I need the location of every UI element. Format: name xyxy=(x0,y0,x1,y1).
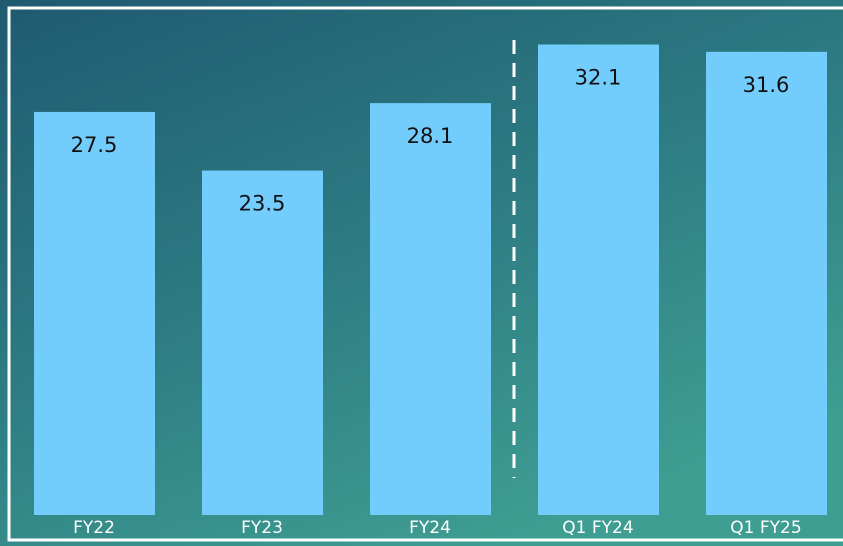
bar xyxy=(34,112,155,515)
value-label: 27.5 xyxy=(71,133,118,157)
x-tick-label: FY22 xyxy=(73,518,115,538)
value-label: 31.6 xyxy=(743,73,790,97)
chart: 27.5 FY22 23.5 FY23 28.1 FY24 32.1 Q1 FY24 31.6 Q… xyxy=(0,0,843,546)
value-label: 32.1 xyxy=(575,66,622,90)
bar xyxy=(538,45,659,515)
value-label: 28.1 xyxy=(407,124,454,148)
bar xyxy=(706,52,827,515)
value-label: 23.5 xyxy=(239,192,286,216)
x-tick-label: FY24 xyxy=(409,518,451,538)
page: 27.5 FY22 23.5 FY23 28.1 FY24 32.1 Q1 FY24 31.6 Q… xyxy=(0,0,843,546)
x-tick-label: Q1 FY25 xyxy=(730,518,801,538)
bar xyxy=(202,171,323,515)
bar xyxy=(370,103,491,515)
x-tick-label: Q1 FY24 xyxy=(562,518,633,538)
x-tick-label: FY23 xyxy=(241,518,283,538)
